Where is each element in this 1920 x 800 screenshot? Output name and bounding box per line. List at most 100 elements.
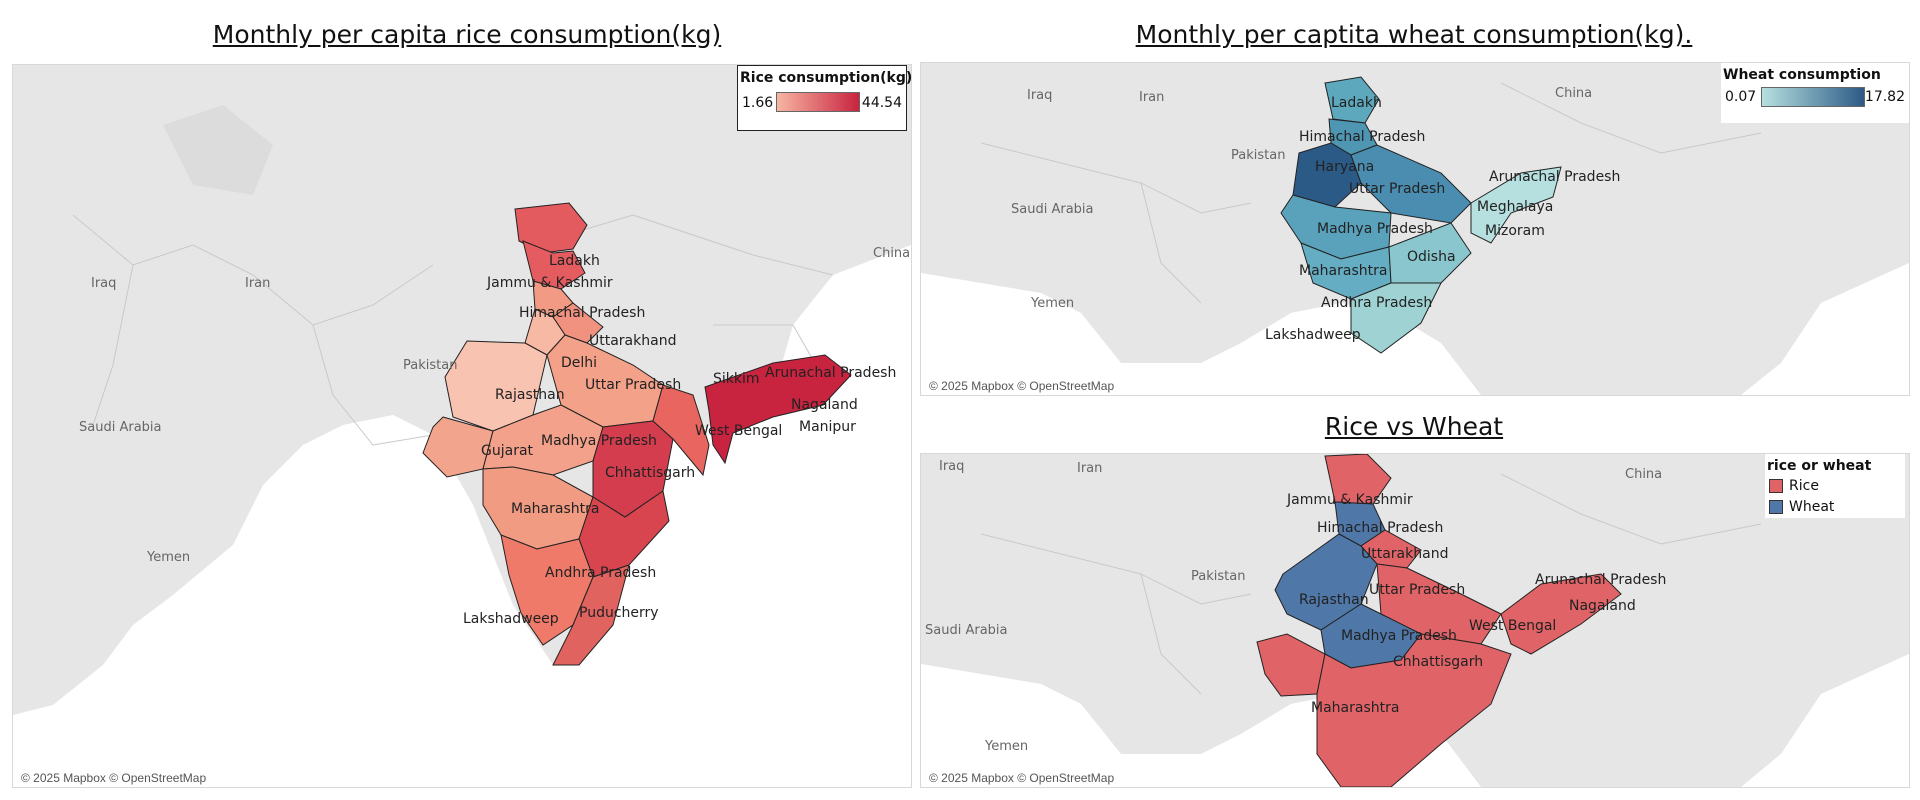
map-attribution: © 2025 Mapbox © OpenStreetMap xyxy=(927,379,1117,393)
state-label: Arunachal Pradesh xyxy=(1489,169,1620,185)
state-label: Nagaland xyxy=(791,397,858,413)
rice-map-title: Monthly per capita rice consumption(kg) xyxy=(212,20,722,49)
state-label: Lakshadweep xyxy=(463,611,559,627)
rice-legend-title: Rice consumption(kg) xyxy=(740,70,912,86)
wheat-map-canvas: Iraq Iran Pakistan Saudi Arabia Yemen Ch… xyxy=(921,63,1909,395)
rice-map-canvas: Iraq Iran Pakistan Saudi Arabia Yemen Ch… xyxy=(13,65,911,787)
geo-label-yemen: Yemen xyxy=(146,550,190,565)
country-borders xyxy=(980,82,1762,304)
state-label: Manipur xyxy=(799,419,856,435)
rice-vs-wheat-legend-title: rice or wheat xyxy=(1767,458,1872,474)
geo-label-yemen: Yemen xyxy=(984,739,1028,754)
ocean xyxy=(921,273,1481,395)
legend-swatch-rice xyxy=(1769,479,1783,493)
geo-label-china: China xyxy=(873,246,910,261)
state-label: Sikkim xyxy=(713,371,760,387)
wheat-color-scale xyxy=(1761,87,1865,107)
state-northeast[interactable] xyxy=(704,354,852,465)
india-states xyxy=(1256,454,1622,787)
state-jammu-kashmir[interactable] xyxy=(1324,454,1392,505)
geo-label-saudi-arabia: Saudi Arabia xyxy=(1011,202,1094,217)
geo-label-china: China xyxy=(1555,86,1592,101)
map-attribution: © 2025 Mapbox © OpenStreetMap xyxy=(927,771,1117,785)
state-west-bengal-bihar[interactable] xyxy=(652,384,710,477)
state-label: Madhya Pradesh xyxy=(1317,221,1433,237)
state-odisha-chhattisgarh[interactable] xyxy=(1388,222,1472,284)
map-attribution: © 2025 Mapbox © OpenStreetMap xyxy=(19,771,209,785)
state-label: Arunachal Pradesh xyxy=(765,365,896,381)
geo-label-saudi-arabia: Saudi Arabia xyxy=(79,420,162,435)
geo-label-yemen: Yemen xyxy=(1030,296,1074,311)
state-label: Lakshadweep xyxy=(1265,327,1361,343)
state-label: Himachal Pradesh xyxy=(1317,520,1443,536)
state-label: Uttar Pradesh xyxy=(1349,181,1445,197)
state-ladakh[interactable] xyxy=(1324,76,1380,124)
wheat-legend-title: Wheat consumption xyxy=(1723,67,1881,83)
geo-label-pakistan: Pakistan xyxy=(403,358,457,373)
wheat-legend-max: 17.82 xyxy=(1864,89,1905,105)
state-label: Maharashtra xyxy=(1311,700,1399,716)
state-label: Jammu & Kashmir xyxy=(1286,492,1413,508)
state-label: Jammu & Kashmir xyxy=(486,275,613,291)
legend-label-wheat: Wheat xyxy=(1789,499,1835,515)
india-states xyxy=(422,202,852,666)
state-label: Andhra Pradesh xyxy=(1321,295,1432,311)
rice-vs-wheat-map[interactable]: Iraq Iran Pakistan Saudi Arabia Yemen Ch… xyxy=(920,453,1910,788)
wheat-legend: Wheat consumption 0.07 17.82 xyxy=(1721,63,1909,123)
legend-label-rice: Rice xyxy=(1789,478,1819,494)
ocean-east xyxy=(1741,654,1909,787)
legend-item-wheat: Wheat xyxy=(1769,499,1834,515)
state-label: West Bengal xyxy=(1469,618,1556,634)
state-label: Odisha xyxy=(1407,249,1456,265)
geo-label-iran: Iran xyxy=(245,276,270,291)
land-mass xyxy=(921,63,1909,395)
state-label: Rajasthan xyxy=(1299,592,1369,608)
state-tamil-nadu[interactable] xyxy=(552,564,630,666)
state-northeast[interactable] xyxy=(1500,573,1622,655)
state-label: West Bengal xyxy=(695,423,782,439)
state-label: Puducherry xyxy=(579,605,659,621)
geo-label-saudi-arabia: Saudi Arabia xyxy=(925,623,1008,638)
state-label: Ladakh xyxy=(549,253,600,269)
state-andhra-south[interactable] xyxy=(1350,282,1442,354)
state-label: Chhattisgarh xyxy=(1393,654,1483,670)
wheat-legend-min: 0.07 xyxy=(1725,89,1757,105)
rice-legend-min: 1.66 xyxy=(742,95,774,111)
ocean-east xyxy=(1741,263,1909,395)
state-label: Rajasthan xyxy=(495,387,565,403)
state-label: Uttar Pradesh xyxy=(585,377,681,393)
state-uttar-pradesh[interactable] xyxy=(1350,144,1472,224)
state-label: Himachal Pradesh xyxy=(519,305,645,321)
state-label: Maharashtra xyxy=(1299,263,1387,279)
state-northeast[interactable] xyxy=(1470,166,1562,244)
state-label: Gujarat xyxy=(481,443,534,459)
geo-label-iraq: Iraq xyxy=(939,459,964,474)
legend-item-rice: Rice xyxy=(1769,478,1819,494)
state-label: Haryana xyxy=(1315,159,1374,175)
rice-legend-max: 44.54 xyxy=(861,95,902,111)
rice-color-scale xyxy=(776,92,860,112)
state-label: Maharashtra xyxy=(511,501,599,517)
country-borders xyxy=(980,473,1762,695)
rice-map[interactable]: Iraq Iran Pakistan Saudi Arabia Yemen Ch… xyxy=(12,64,912,788)
caspian-sea xyxy=(163,105,273,195)
state-south-central[interactable] xyxy=(1316,633,1512,787)
wheat-map-title: Monthly per captita wheat consumption(kg… xyxy=(1135,20,1693,49)
state-label: Mizoram xyxy=(1485,223,1545,239)
geo-label-iraq: Iraq xyxy=(1027,88,1052,103)
rice-vs-wheat-legend: rice or wheat Rice Wheat xyxy=(1765,454,1905,518)
geo-label-iraq: Iraq xyxy=(91,276,116,291)
state-label: Arunachal Pradesh xyxy=(1535,572,1666,588)
ocean xyxy=(13,65,911,787)
wheat-map[interactable]: Iraq Iran Pakistan Saudi Arabia Yemen Ch… xyxy=(920,62,1910,396)
geo-label-pakistan: Pakistan xyxy=(1231,148,1285,163)
state-ladakh[interactable] xyxy=(514,202,588,254)
geo-label-iran: Iran xyxy=(1077,461,1102,476)
state-label: Andhra Pradesh xyxy=(545,565,656,581)
state-label: Chhattisgarh xyxy=(605,465,695,481)
state-label: Madhya Pradesh xyxy=(1341,628,1457,644)
india-states xyxy=(1280,76,1562,354)
state-label: Madhya Pradesh xyxy=(541,433,657,449)
geo-label-china: China xyxy=(1625,467,1662,482)
state-label: Delhi xyxy=(561,355,597,371)
